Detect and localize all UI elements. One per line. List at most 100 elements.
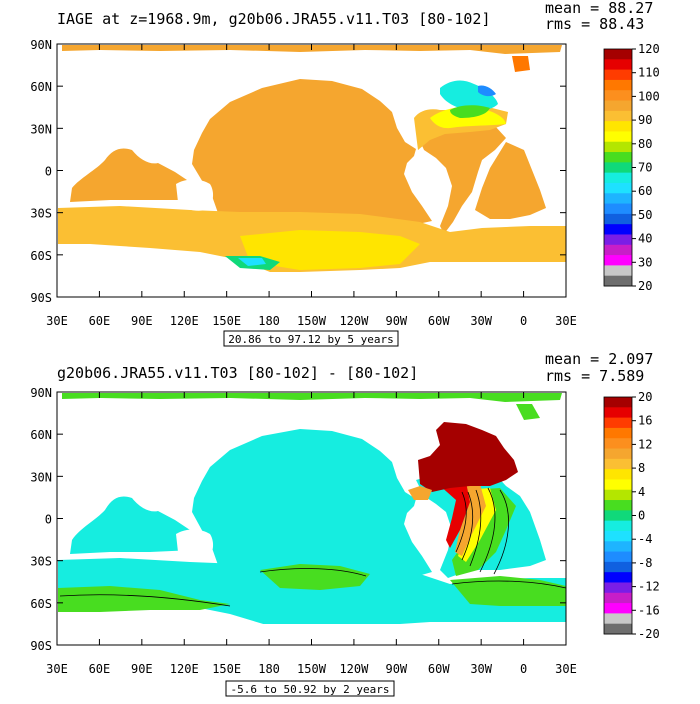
x-tick-label: 150E xyxy=(212,314,241,328)
y-tick-label: 90N xyxy=(30,386,52,400)
y-tick-label: 60S xyxy=(30,597,52,611)
x-tick-label: 60W xyxy=(428,662,450,676)
colorbar-swatch xyxy=(604,193,632,205)
colorbar-swatch xyxy=(604,551,632,563)
colorbar-swatch xyxy=(604,541,632,553)
panel-2-australia-cutout xyxy=(176,529,214,561)
x-tick-label: 180 xyxy=(258,314,280,328)
colorbar-label: 80 xyxy=(638,137,652,151)
panel-1-map-area xyxy=(56,43,567,298)
colorbar-label: 0 xyxy=(638,509,645,523)
x-tick-label: 60E xyxy=(89,314,111,328)
panel-2-title: g20b06.JRA55.v11.T03 [80-102] - [80-102] xyxy=(57,364,418,382)
panel-2-x-axis: 30E 60E 90E 120E 150E 180 150W 120W 90W 60W 30W 0 30… xyxy=(46,392,577,676)
x-tick-label: 120E xyxy=(170,314,199,328)
panel-2-arctic-green-patch xyxy=(516,404,540,420)
panel-1-iage-map: IAGE at z=1968.9m, g20b06.JRA55.v11.T03 … xyxy=(30,0,660,347)
panel-2-acc-green xyxy=(58,586,230,612)
y-tick-label: 0 xyxy=(45,165,52,179)
colorbar-swatch xyxy=(604,479,632,491)
panel-2-difference-map: g20b06.JRA55.v11.T03 [80-102] - [80-102]… xyxy=(30,350,660,697)
colorbar-swatch xyxy=(604,224,632,235)
x-tick-label: 120W xyxy=(339,314,369,328)
colorbar-swatch xyxy=(604,623,632,635)
colorbar-swatch xyxy=(604,500,632,511)
y-tick-label: 30S xyxy=(30,207,52,221)
x-tick-label: 60E xyxy=(89,662,111,676)
colorbar-label: 40 xyxy=(638,232,652,246)
colorbar-label: 120 xyxy=(638,42,660,56)
colorbar-label: -8 xyxy=(638,556,652,570)
panel-1-arctic-patch xyxy=(512,56,530,72)
y-tick-label: 30S xyxy=(30,555,52,569)
panel-1-title: IAGE at z=1968.9m, g20b06.JRA55.v11.T03 … xyxy=(57,10,490,28)
panel-1-acc-yellow xyxy=(240,230,420,270)
x-tick-label: 90W xyxy=(385,662,407,676)
panel-2-southern-ocean xyxy=(58,558,566,626)
colorbar-label: 30 xyxy=(638,255,652,269)
x-tick-label: 120W xyxy=(339,662,369,676)
colorbar-swatch xyxy=(604,90,632,102)
panel-2-y-axis: 90N 60N 30N 0 30S 60S 90S xyxy=(30,386,566,653)
panel-1-antarctica-cutout xyxy=(57,272,566,297)
panel-1-australia-cutout xyxy=(176,179,214,211)
colorbar-swatch xyxy=(604,234,632,246)
colorbar-swatch xyxy=(604,162,632,174)
colorbar-label: -16 xyxy=(638,603,660,617)
colorbar-swatch xyxy=(604,100,632,112)
colorbar-swatch xyxy=(604,49,632,60)
colorbar-swatch xyxy=(604,141,632,153)
colorbar-swatch xyxy=(604,79,632,91)
colorbar-swatch xyxy=(604,417,632,429)
panel-2-mean: mean = 2.097 xyxy=(545,350,653,368)
colorbar-swatch xyxy=(604,213,632,225)
colorbar-label: 20 xyxy=(638,279,652,293)
colorbar-swatch xyxy=(604,613,632,625)
colorbar-label: 16 xyxy=(638,414,652,428)
colorbar-swatch xyxy=(604,530,632,542)
panel-2-range-note: -5.6 to 50.92 by 2 years xyxy=(231,683,390,696)
panel-2-contour-lines xyxy=(59,487,567,607)
x-tick-label: 90E xyxy=(131,662,153,676)
x-tick-label: 0 xyxy=(520,314,527,328)
panel-2-atlantic-red xyxy=(438,482,470,548)
colorbar-label: 4 xyxy=(638,485,645,499)
panel-2-indian-ocean xyxy=(70,496,194,554)
colorbar-label: 8 xyxy=(638,461,645,475)
y-tick-label: 60S xyxy=(30,249,52,263)
colorbar-swatch xyxy=(604,458,632,470)
panel-2-colorbar: 20 16 12 8 4 0 -4 -8 -12 -16 -20 xyxy=(603,390,660,641)
colorbar-swatch xyxy=(604,510,632,522)
colorbar-swatch xyxy=(604,255,632,266)
x-tick-label: 30W xyxy=(470,662,492,676)
panel-2-south-atlantic-green xyxy=(450,576,566,606)
panel-1-range-note: 20.86 to 97.12 by 5 years xyxy=(228,333,394,346)
panel-1-range-note-box xyxy=(223,330,399,347)
x-tick-label: 120E xyxy=(170,662,199,676)
colorbar-swatch xyxy=(604,448,632,460)
y-tick-label: 90N xyxy=(30,38,52,52)
colorbar-label: -12 xyxy=(638,580,660,594)
x-tick-label: 90W xyxy=(385,314,407,328)
x-tick-label: 30E xyxy=(46,662,68,676)
y-tick-label: 0 xyxy=(45,513,52,527)
panel-1-labrador-cyan xyxy=(440,80,498,111)
panel-2-gulf-stream-orange xyxy=(408,486,432,500)
x-tick-label: 30E xyxy=(555,314,577,328)
colorbar-swatch xyxy=(604,275,632,287)
colorbar-label: 90 xyxy=(638,113,652,127)
colorbar-swatch xyxy=(604,489,632,501)
panel-1-colorbar: 120 110 100 90 80 70 60 50 40 30 20 xyxy=(603,42,660,293)
panel-2-north-atlantic-darkred xyxy=(418,422,518,492)
y-tick-label: 60N xyxy=(30,80,52,94)
panel-2-atlantic-orange xyxy=(450,484,486,556)
colorbar-swatch xyxy=(604,469,632,480)
colorbar-swatch xyxy=(604,592,632,604)
colorbar-swatch xyxy=(604,603,632,614)
panel-2-pacific-ocean xyxy=(192,429,432,576)
colorbar-swatch xyxy=(604,203,632,215)
colorbar-swatch xyxy=(604,59,632,71)
colorbar-swatch xyxy=(604,244,632,256)
colorbar-label: 12 xyxy=(638,437,652,451)
panel-1-labrador-blue xyxy=(478,85,496,97)
